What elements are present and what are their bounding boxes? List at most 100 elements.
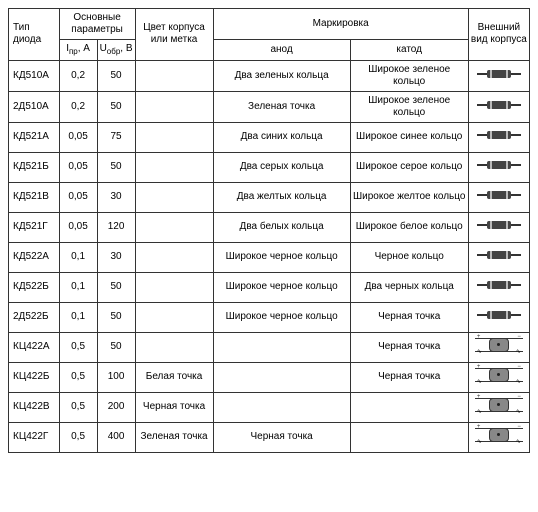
diode-table: Тип диода Основные параметры Цвет корпус… [8, 8, 530, 453]
cell-type: КЦ422В [9, 392, 60, 422]
cell-color [135, 91, 213, 122]
cell-color: Белая точка [135, 362, 213, 392]
cell-ipr: 0,1 [59, 302, 97, 332]
cell-cathode: Черное кольцо [350, 242, 468, 272]
cell-uobr: 200 [97, 392, 135, 422]
diode-axial-icon [477, 100, 521, 110]
cell-color [135, 332, 213, 362]
table-row: КД521А0,0575Два синих кольцаШирокое сине… [9, 122, 530, 152]
table-row: КЦ422В0,5200Черная точка+−∿∿ [9, 392, 530, 422]
diode-bridge-icon: +−∿∿ [475, 336, 523, 354]
cell-type: КЦ422Б [9, 362, 60, 392]
cell-anode: Широкое черное кольцо [213, 272, 350, 302]
cell-type: КД521В [9, 182, 60, 212]
header-cathode: катод [350, 40, 468, 61]
cell-type: КЦ422Г [9, 422, 60, 452]
cell-uobr: 50 [97, 60, 135, 91]
cell-anode: Два желтых кольца [213, 182, 350, 212]
header-params-group: Основные параметры [59, 9, 135, 40]
cell-view [468, 242, 529, 272]
cell-anode [213, 332, 350, 362]
diode-axial-icon [477, 250, 521, 260]
cell-ipr: 0,2 [59, 91, 97, 122]
cell-view: +−∿∿ [468, 332, 529, 362]
cell-color: Зеленая точка [135, 422, 213, 452]
table-row: КД521Б0,0550Два серых кольцаШирокое серо… [9, 152, 530, 182]
cell-anode: Черная точка [213, 422, 350, 452]
cell-ipr: 0,1 [59, 242, 97, 272]
cell-ipr: 0,1 [59, 272, 97, 302]
table-row: КЦ422Б0,5100Белая точкаЧерная точка+−∿∿ [9, 362, 530, 392]
table-row: КД522Б0,150Широкое черное кольцоДва черн… [9, 272, 530, 302]
cell-type: КЦ422А [9, 332, 60, 362]
cell-uobr: 50 [97, 272, 135, 302]
cell-type: 2Д522Б [9, 302, 60, 332]
cell-ipr: 0,05 [59, 212, 97, 242]
cell-anode: Два синих кольца [213, 122, 350, 152]
table-row: КД522А0,130 Широкое черное кольцоЧерное к… [9, 242, 530, 272]
table-row: КД521В0,0530 Два желтых кольцаШирокое жел… [9, 182, 530, 212]
cell-view: +−∿∿ [468, 362, 529, 392]
cell-view [468, 152, 529, 182]
cell-cathode: Широкое зеленое кольцо [350, 91, 468, 122]
cell-anode: Два зеленых кольца [213, 60, 350, 91]
cell-uobr: 50 [97, 152, 135, 182]
cell-color [135, 242, 213, 272]
header-color: Цвет корпуса или метка [135, 9, 213, 61]
diode-axial-icon [477, 69, 521, 79]
cell-cathode [350, 392, 468, 422]
diode-axial-icon [477, 310, 521, 320]
cell-view [468, 302, 529, 332]
header-uobr: Uобр, В [97, 40, 135, 61]
cell-color [135, 302, 213, 332]
cell-color [135, 212, 213, 242]
cell-type: КД510А [9, 60, 60, 91]
cell-view [468, 212, 529, 242]
cell-anode: Широкое черное кольцо [213, 242, 350, 272]
cell-ipr: 0,05 [59, 182, 97, 212]
cell-view: +−∿∿ [468, 422, 529, 452]
cell-cathode: Широкое желтое кольцо [350, 182, 468, 212]
header-ipr: Iпр, A [59, 40, 97, 61]
diode-axial-icon [477, 220, 521, 230]
cell-uobr: 400 [97, 422, 135, 452]
diode-bridge-icon: +−∿∿ [475, 366, 523, 384]
header-marking-group: Маркировка [213, 9, 468, 40]
cell-cathode: Черная точка [350, 302, 468, 332]
cell-cathode: Широкое белое кольцо [350, 212, 468, 242]
cell-type: КД521А [9, 122, 60, 152]
cell-uobr: 100 [97, 362, 135, 392]
cell-uobr: 30 [97, 182, 135, 212]
cell-type: КД521Г [9, 212, 60, 242]
cell-view [468, 60, 529, 91]
cell-view [468, 122, 529, 152]
cell-type: КД522А [9, 242, 60, 272]
diode-axial-icon [477, 190, 521, 200]
table-row: КЦ422Г0,5400Зеленая точкаЧерная точка +−∿… [9, 422, 530, 452]
cell-uobr: 50 [97, 302, 135, 332]
cell-uobr: 50 [97, 91, 135, 122]
cell-anode: Широкое черное кольцо [213, 302, 350, 332]
cell-cathode [350, 422, 468, 452]
cell-color [135, 60, 213, 91]
diode-axial-icon [477, 130, 521, 140]
cell-ipr: 0,05 [59, 122, 97, 152]
cell-anode: Зеленая точка [213, 91, 350, 122]
cell-view [468, 182, 529, 212]
cell-color: Черная точка [135, 392, 213, 422]
cell-cathode: Широкое синее кольцо [350, 122, 468, 152]
cell-cathode: Черная точка [350, 332, 468, 362]
cell-anode [213, 362, 350, 392]
table-body: КД510А0,250Два зеленых кольцаШирокое зел… [9, 60, 530, 452]
cell-type: КД522Б [9, 272, 60, 302]
table-row: КД521Г0,05120Два белых кольцаШирокое бел… [9, 212, 530, 242]
cell-ipr: 0,5 [59, 332, 97, 362]
cell-ipr: 0,5 [59, 422, 97, 452]
cell-ipr: 0,5 [59, 392, 97, 422]
diode-axial-icon [477, 280, 521, 290]
cell-uobr: 30 [97, 242, 135, 272]
table-row: 2Д522Б0,150 Широкое черное кольцоЧерная т… [9, 302, 530, 332]
cell-color [135, 122, 213, 152]
diode-axial-icon [477, 160, 521, 170]
cell-cathode: Широкое зеленое кольцо [350, 60, 468, 91]
